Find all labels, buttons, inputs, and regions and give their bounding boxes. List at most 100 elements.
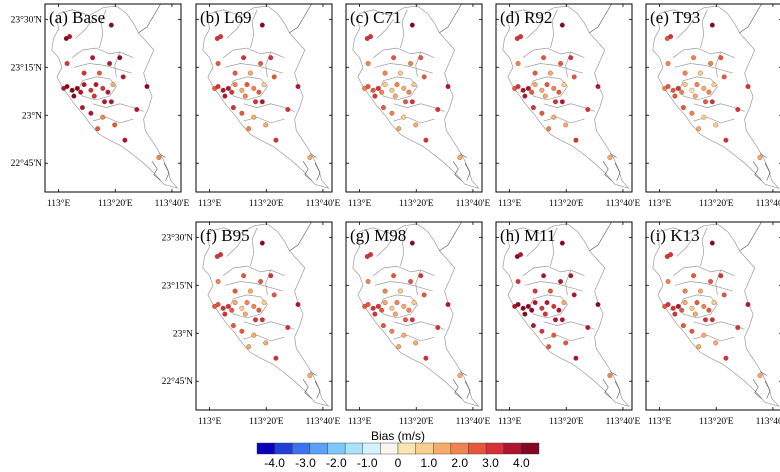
- district-boundary: [229, 294, 268, 319]
- district-boundary: [376, 19, 394, 39]
- station-marker: [721, 292, 727, 298]
- station-marker: [515, 302, 521, 307]
- station-marker: [220, 87, 226, 93]
- map-panel-d: (d) R92 113°E 113°20'E 113°40'E: [495, 3, 640, 209]
- coastline: [151, 161, 161, 181]
- station-marker: [382, 288, 388, 294]
- station-marker: [713, 122, 719, 128]
- lon-tick-label: 113°40'E: [606, 416, 641, 427]
- station-marker: [403, 317, 408, 323]
- station-marker: [525, 303, 531, 309]
- station-marker: [229, 307, 235, 313]
- station-marker: [391, 273, 397, 279]
- station-marker: [273, 355, 279, 361]
- station-marker: [401, 332, 407, 338]
- station-marker: [522, 93, 528, 99]
- station-marker: [244, 82, 250, 88]
- station-marker: [79, 105, 85, 111]
- station-marker: [701, 332, 707, 338]
- station-marker: [251, 114, 257, 120]
- station-marker: [529, 89, 535, 95]
- district-boundary: [243, 334, 285, 342]
- river-line: [589, 4, 612, 34]
- district-boundary: [92, 116, 134, 124]
- map-panel-b: (b) L69 113°E 113°20'E 113°40'E: [195, 3, 340, 209]
- station-marker: [735, 107, 741, 112]
- colorbar-swatch: [344, 442, 363, 455]
- station-marker: [559, 22, 565, 28]
- station-marker: [375, 303, 381, 309]
- lon-tick-label: 113°20'E: [549, 416, 584, 427]
- region-boundary: [652, 223, 780, 407]
- colorbar-swatch: [485, 442, 504, 455]
- district-boundary: [693, 334, 735, 342]
- station-marker: [561, 82, 567, 88]
- station-marker: [239, 110, 245, 116]
- station-marker: [397, 70, 403, 76]
- station-marker: [295, 84, 301, 89]
- lat-tick-label: 23°30'N: [162, 232, 194, 243]
- region-boundary: [352, 223, 480, 407]
- station-marker: [682, 288, 688, 294]
- station-marker: [713, 340, 719, 346]
- district-boundary: [99, 9, 107, 49]
- station-marker: [365, 61, 371, 66]
- station-marker: [379, 307, 385, 313]
- coastline: [302, 379, 312, 399]
- station-marker: [665, 279, 671, 284]
- station-marker: [225, 303, 231, 309]
- panel-frame: [345, 221, 483, 411]
- station-marker: [694, 82, 700, 88]
- station-marker: [568, 55, 574, 61]
- station-marker: [110, 82, 116, 88]
- map-content: [502, 4, 630, 189]
- coastline: [614, 381, 621, 399]
- station-marker: [218, 34, 224, 40]
- station-marker: [520, 305, 526, 311]
- station-marker: [556, 89, 562, 95]
- station-marker: [532, 300, 538, 306]
- station-marker: [542, 93, 548, 99]
- station-marker: [67, 34, 73, 40]
- coastline: [764, 163, 771, 181]
- station-marker: [522, 311, 528, 317]
- map-content: [502, 222, 630, 407]
- station-marker: [668, 34, 674, 40]
- station-marker: [90, 55, 96, 61]
- district-boundary: [700, 227, 708, 267]
- station-marker: [370, 87, 376, 93]
- lon-tick-label: 113°E: [498, 416, 522, 427]
- station-marker: [365, 302, 371, 307]
- station-marker: [134, 107, 140, 112]
- lon-tick-label: 113°E: [348, 198, 372, 209]
- station-marker: [218, 252, 224, 258]
- station-marker: [285, 325, 291, 330]
- station-marker: [418, 55, 424, 61]
- station-marker: [222, 93, 228, 99]
- station-marker: [571, 74, 577, 80]
- panel-frame: [645, 3, 780, 193]
- station-marker: [368, 252, 374, 258]
- coastline: [609, 371, 617, 376]
- colorbar-tick-label: -2.0: [326, 456, 347, 470]
- colorbar-title: Bias (m/s): [371, 429, 425, 443]
- lon-tick-label: 113°20'E: [249, 198, 284, 209]
- station-marker: [261, 82, 267, 88]
- station-marker: [585, 107, 591, 112]
- station-marker: [392, 311, 398, 317]
- station-marker: [69, 87, 75, 93]
- station-marker: [423, 137, 429, 143]
- station-marker: [409, 99, 415, 105]
- station-marker: [435, 107, 441, 112]
- station-marker: [544, 82, 550, 88]
- colorbar-tick-label: 4.0: [513, 456, 530, 470]
- station-marker: [529, 307, 535, 313]
- district-boundary: [679, 294, 718, 319]
- station-marker: [718, 273, 724, 279]
- panel-frame: [195, 3, 333, 193]
- station-marker: [757, 373, 763, 378]
- district-boundary: [73, 63, 132, 74]
- station-marker: [445, 84, 451, 89]
- coastline: [602, 379, 612, 399]
- station-marker: [394, 82, 400, 88]
